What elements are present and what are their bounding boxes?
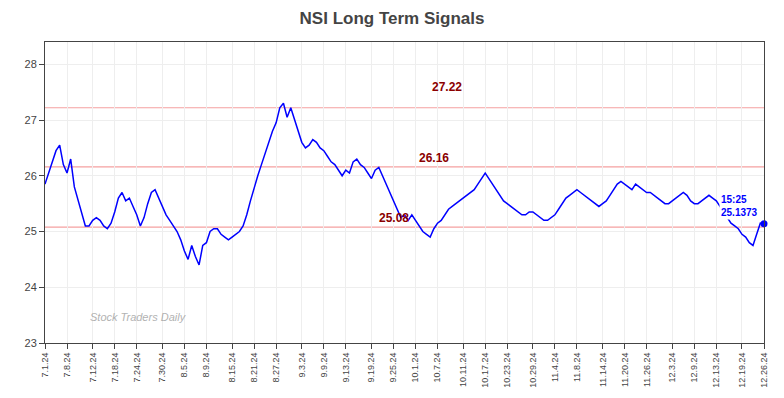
svg-text:26: 26 bbox=[25, 170, 37, 182]
svg-text:10.29.24: 10.29.24 bbox=[528, 353, 538, 388]
svg-text:10.7.24: 10.7.24 bbox=[432, 353, 442, 383]
svg-text:7.18.24: 7.18.24 bbox=[110, 353, 120, 383]
svg-text:24: 24 bbox=[25, 281, 37, 293]
svg-text:12.13.24: 12.13.24 bbox=[711, 353, 721, 388]
svg-text:8.27.24: 8.27.24 bbox=[271, 353, 281, 383]
svg-text:11.4.24: 11.4.24 bbox=[550, 353, 560, 382]
svg-text:11.26.24: 11.26.24 bbox=[642, 353, 652, 387]
svg-text:12.3.24: 12.3.24 bbox=[667, 353, 677, 383]
svg-text:15:2525.1373: 15:2525.1373 bbox=[721, 194, 758, 218]
svg-text:7.24.24: 7.24.24 bbox=[132, 353, 142, 383]
svg-text:11.20.24: 11.20.24 bbox=[620, 353, 630, 387]
svg-text:7.8.24: 7.8.24 bbox=[62, 353, 72, 378]
svg-text:11.14.24: 11.14.24 bbox=[598, 353, 608, 387]
svg-text:7.30.24: 7.30.24 bbox=[157, 353, 167, 383]
svg-text:10.1.24: 10.1.24 bbox=[410, 353, 420, 383]
svg-text:10.11.24: 10.11.24 bbox=[458, 353, 468, 387]
svg-text:9.9.24: 9.9.24 bbox=[319, 353, 329, 378]
svg-text:8.5.24: 8.5.24 bbox=[179, 353, 189, 378]
svg-text:10.23.24: 10.23.24 bbox=[502, 353, 512, 388]
svg-text:26.16: 26.16 bbox=[419, 151, 449, 165]
svg-text:8.9.24: 8.9.24 bbox=[201, 353, 211, 378]
svg-text:8.21.24: 8.21.24 bbox=[249, 353, 259, 383]
svg-text:27: 27 bbox=[25, 114, 37, 126]
svg-text:12.9.24: 12.9.24 bbox=[689, 353, 699, 383]
svg-text:9.25.24: 9.25.24 bbox=[388, 353, 398, 383]
svg-text:25.08: 25.08 bbox=[379, 211, 409, 225]
svg-text:7.12.24: 7.12.24 bbox=[88, 353, 98, 383]
svg-text:12.26.24: 12.26.24 bbox=[759, 353, 769, 388]
svg-text:9.3.24: 9.3.24 bbox=[297, 353, 307, 378]
svg-text:9.13.24: 9.13.24 bbox=[341, 353, 351, 383]
svg-text:8.15.24: 8.15.24 bbox=[227, 353, 237, 383]
svg-text:9.19.24: 9.19.24 bbox=[366, 353, 376, 383]
svg-text:23: 23 bbox=[25, 337, 37, 349]
svg-text:10.17.24: 10.17.24 bbox=[480, 353, 490, 388]
svg-text:27.22: 27.22 bbox=[432, 80, 462, 94]
svg-text:12.19.24: 12.19.24 bbox=[737, 353, 747, 388]
svg-text:11.8.24: 11.8.24 bbox=[572, 353, 582, 382]
svg-text:Stock Traders Daily: Stock Traders Daily bbox=[90, 311, 187, 323]
svg-text:7.1.24: 7.1.24 bbox=[40, 353, 50, 378]
svg-text:28: 28 bbox=[25, 58, 37, 70]
svg-text:25: 25 bbox=[25, 225, 37, 237]
svg-text:NSI Long Term Signals: NSI Long Term Signals bbox=[300, 9, 485, 28]
